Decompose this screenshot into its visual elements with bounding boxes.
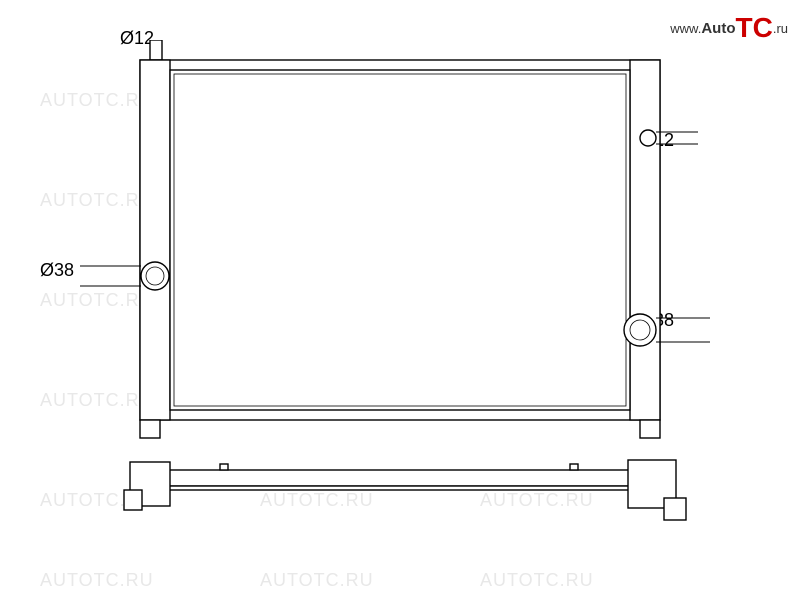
- dimension-mid-left: Ø38: [40, 260, 74, 281]
- logo-ru: .ru: [773, 21, 788, 36]
- watermark-text: AUTOTC.RU: [40, 570, 154, 591]
- watermark-text: AUTOTC.RU: [260, 570, 374, 591]
- site-logo: www.AutoTC.ru: [670, 8, 788, 40]
- logo-tc: TC: [736, 12, 773, 43]
- logo-auto: Auto: [701, 20, 735, 37]
- technical-drawing: [80, 40, 720, 560]
- logo-www: www.: [670, 21, 701, 36]
- watermark-text: AUTOTC.RU: [480, 570, 594, 591]
- drawing-svg: [80, 40, 720, 560]
